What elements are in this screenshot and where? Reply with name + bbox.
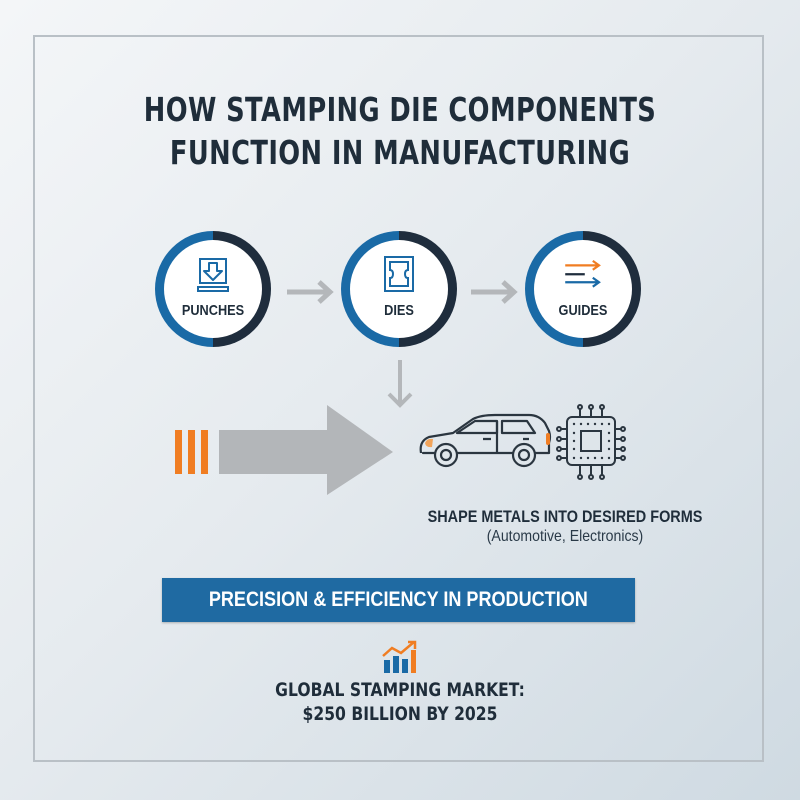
die-block-icon [384, 256, 414, 292]
car-icon [419, 413, 552, 468]
component-punches: PUNCHES [155, 231, 271, 347]
market-stat: GLOBAL STAMPING MARKET: $250 BILLION BY … [72, 678, 728, 726]
chip-icon [556, 404, 626, 480]
component-label: PUNCHES [181, 302, 245, 319]
component-dies: DIES [341, 231, 457, 347]
punch-down-arrow-icon [197, 258, 229, 292]
banner-text: PRECISION & EFFICIENCY IN PRODUCTION [209, 588, 588, 611]
content-frame [33, 35, 764, 762]
car-and-chip-illustration [419, 404, 626, 480]
market-line-1: GLOBAL STAMPING MARKET: [275, 679, 525, 701]
right-arrow-icon [471, 280, 518, 304]
precision-banner: PRECISION & EFFICIENCY IN PRODUCTION [162, 578, 635, 622]
title-line-2: FUNCTION IN MANUFACTURING [169, 133, 631, 172]
component-label: GUIDES [558, 302, 608, 319]
growth-chart-icon [382, 640, 417, 673]
page-title: HOW STAMPING DIE COMPONENTS FUNCTION IN … [88, 88, 712, 174]
component-label: DIES [384, 302, 414, 319]
process-subline: (Automotive, Electronics) [486, 528, 644, 545]
process-headline: SHAPE METALS INTO DESIRED FORMS [427, 507, 703, 526]
market-line-2: $250 BILLION BY 2025 [302, 703, 498, 725]
right-arrow-icon [287, 280, 334, 304]
title-line-1: HOW STAMPING DIE COMPONENTS [143, 90, 657, 129]
guide-arrows-icon [565, 260, 601, 288]
large-right-arrow-icon [175, 405, 393, 495]
component-guides: GUIDES [525, 231, 641, 347]
down-arrow-icon [387, 360, 413, 408]
speed-stripes-icon [175, 430, 182, 474]
